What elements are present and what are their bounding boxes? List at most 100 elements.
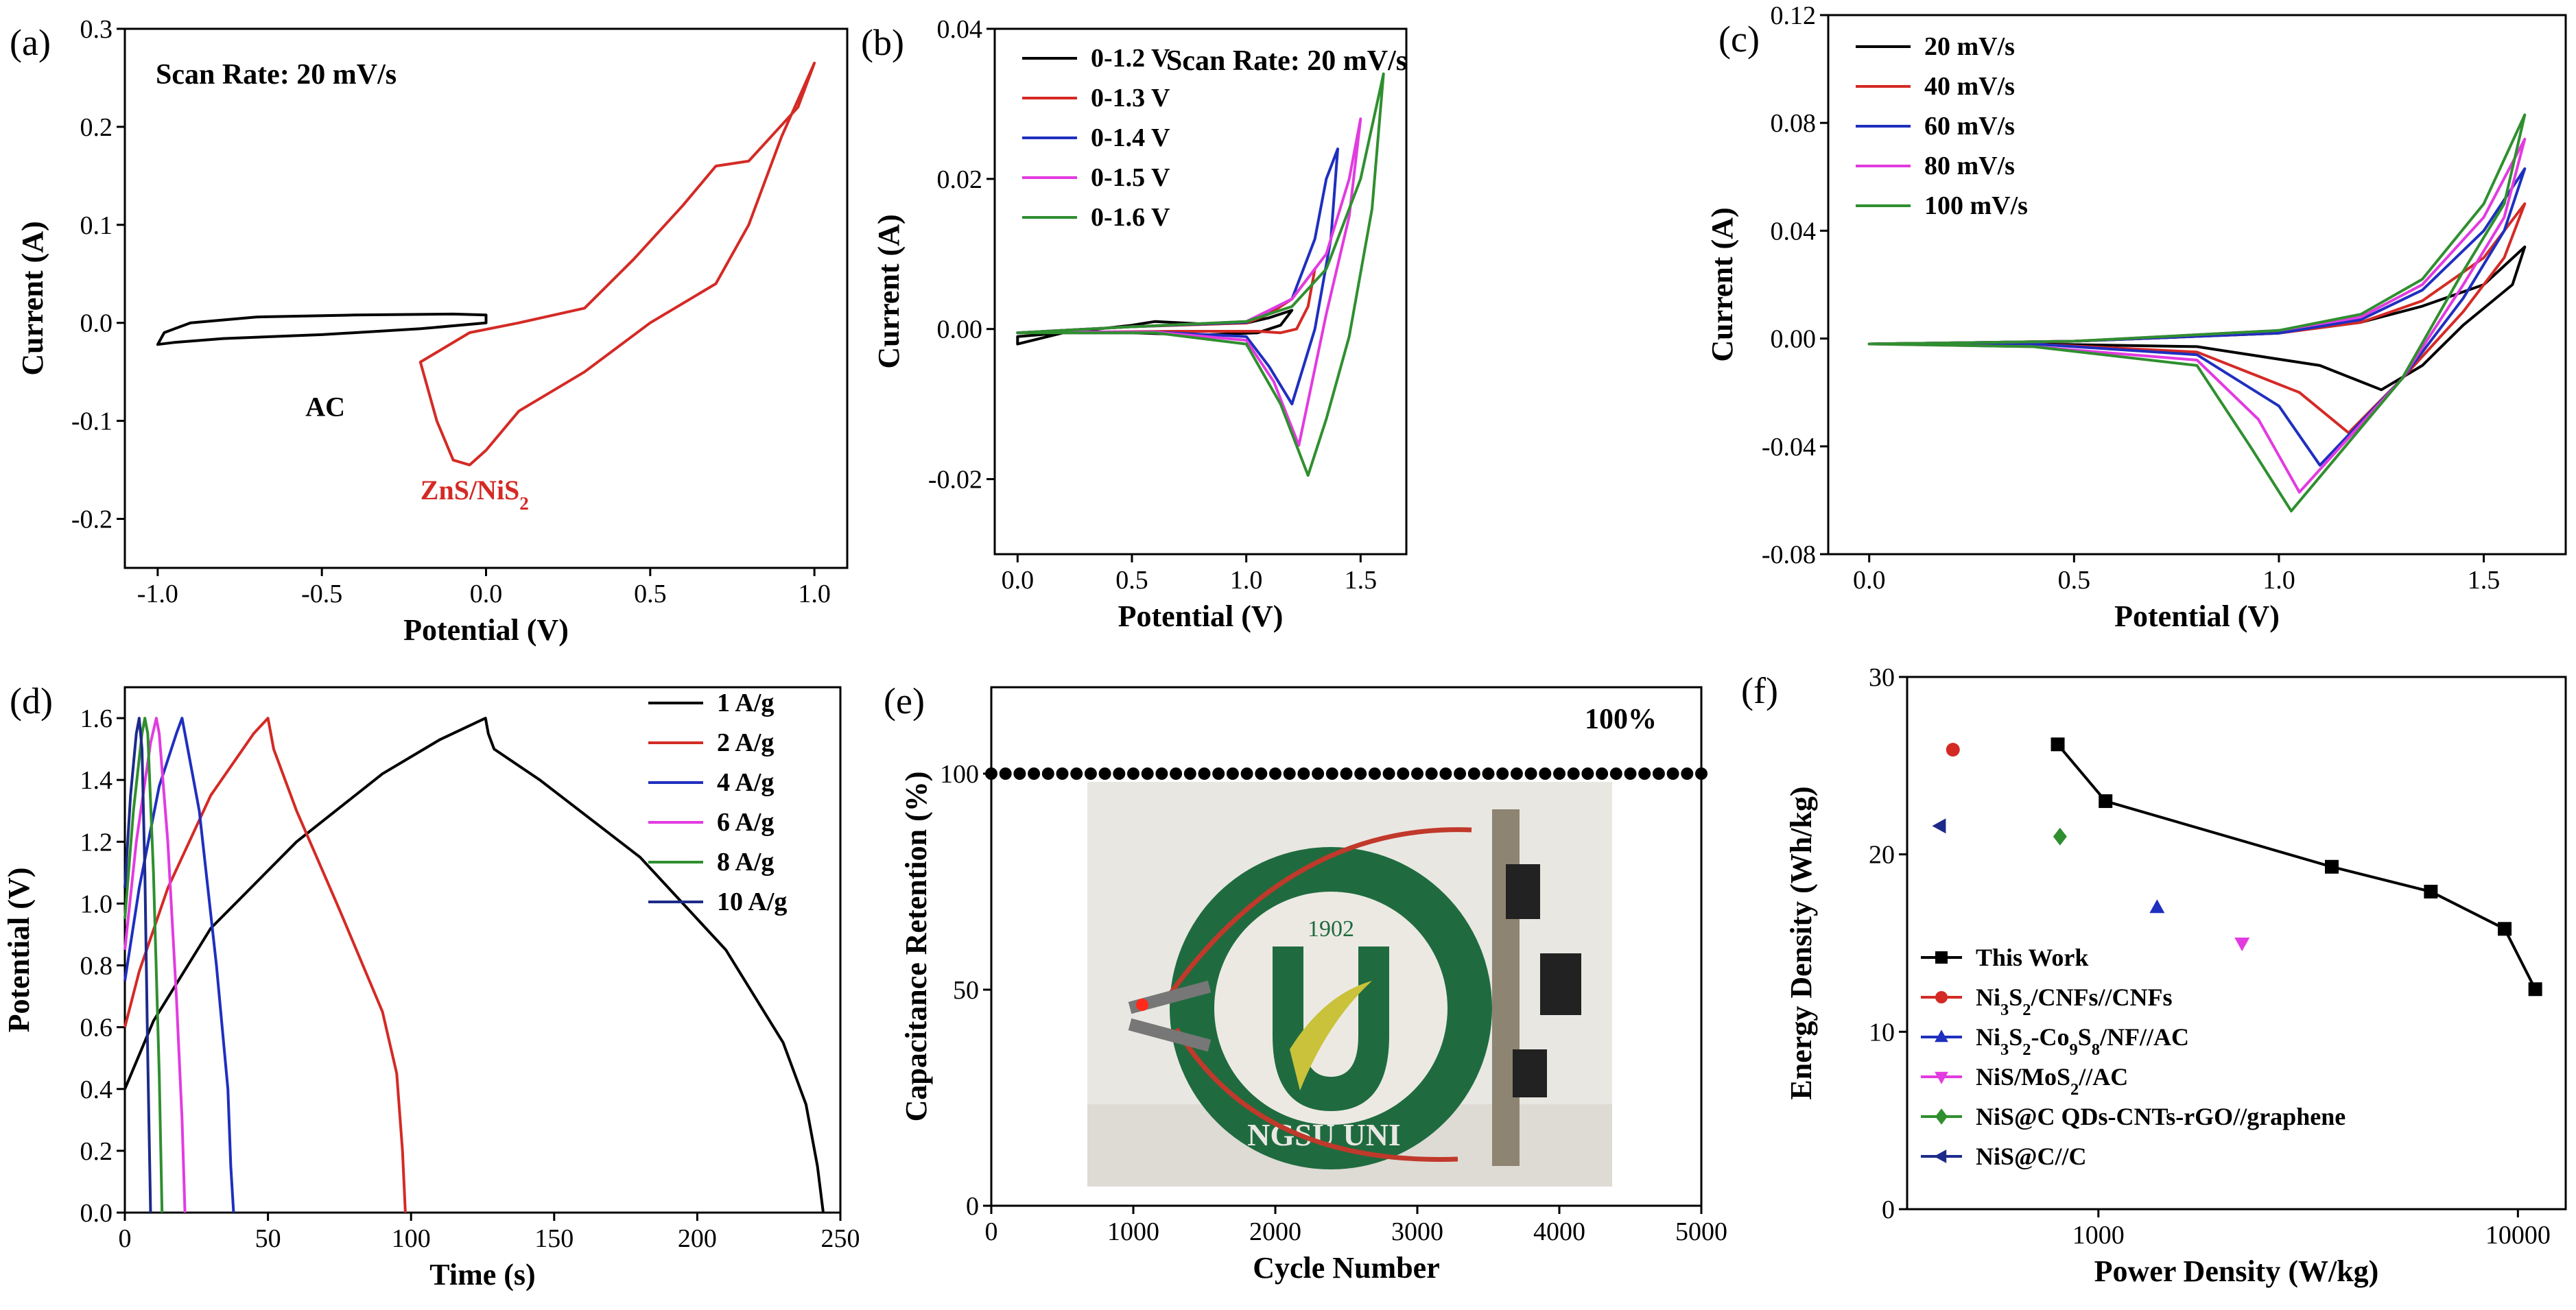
y-tick-label: 0.6 — [80, 1014, 113, 1043]
retention-point — [1297, 767, 1310, 780]
panel-a: -1.0 -0.5 0.0 0.5 1.0 -0.2 -0.1 0.0 0.1 0.2 0.3 Pot… — [10, 15, 849, 647]
retention-point — [1084, 767, 1097, 780]
y-tick-label: 0.0 — [80, 309, 113, 338]
retention-point — [1482, 767, 1495, 780]
legend: This Work Ni3S2/CNFs//CNFs Ni3S2-Co9S8/NF/… — [1921, 944, 2345, 1170]
retention-point — [1113, 767, 1126, 780]
binder-clip — [1506, 864, 1540, 919]
panel-f: 1000 10000 0 10 20 30 Power Density (W/kg) Ener… — [1741, 663, 2567, 1288]
annotation: 100% — [1585, 704, 1657, 735]
y-tick-label: -0.1 — [71, 407, 113, 436]
y-tick-label: 0.00 — [1771, 325, 1817, 354]
retention-point — [1312, 767, 1325, 780]
y-tick-label: 0.8 — [80, 952, 113, 981]
panel-c: 0.0 0.5 1.0 1.5 -0.08 -0.04 0.00 0.04 0.08 0.12 Po… — [1705, 1, 2567, 633]
x-axis-label: Cycle Number — [1253, 1251, 1440, 1285]
retention-point — [1567, 767, 1580, 780]
x-tick-label: -1.0 — [137, 580, 178, 608]
y-tick-label: 0.2 — [80, 113, 113, 142]
series-group — [1016, 72, 1385, 477]
series-line — [123, 717, 152, 1213]
retention-point — [1553, 767, 1565, 780]
y-tick-label: 0.4 — [80, 1075, 113, 1104]
legend-label: Ni3S2-Co9S8/NF//AC — [1976, 1023, 2189, 1059]
legend: 1 A/g 2 A/g 4 A/g 6 A/g 8 A/g 10 A/g — [648, 689, 787, 916]
y-tick-label: 1.2 — [80, 828, 113, 857]
panel-label: (d) — [10, 680, 53, 722]
retention-point — [1354, 767, 1367, 780]
legend-label: 0-1.5 V — [1091, 163, 1170, 192]
x-tick-label: 0.0 — [470, 580, 503, 608]
retention-point — [1170, 767, 1183, 780]
series-line — [418, 62, 816, 466]
retention-point — [1681, 767, 1694, 780]
series-line — [1016, 72, 1385, 477]
x-axis-label: Power Density (W/kg) — [2094, 1254, 2379, 1288]
axes-frame — [993, 27, 1408, 556]
x-tick-label: 1000 — [1107, 1217, 1159, 1246]
retention-point — [1056, 767, 1069, 780]
legend-label: 100 mV/s — [1924, 191, 2028, 220]
legend-label: 6 A/g — [717, 808, 774, 837]
panel-label: (c) — [1718, 19, 1760, 60]
retention-point — [1198, 767, 1211, 780]
panel-label: (a) — [10, 22, 51, 63]
retention-point — [1368, 767, 1381, 780]
retention-point — [1624, 767, 1637, 780]
panel-label: (e) — [884, 680, 925, 722]
binder-clip — [1540, 953, 1581, 1015]
y-tick-label: 1.0 — [80, 890, 113, 918]
x-axis-label: Potential (V) — [2114, 599, 2280, 633]
y-tick-label: -0.04 — [1762, 433, 1816, 462]
legend-label: 40 mV/s — [1924, 72, 2015, 101]
legend-label: 2 A/g — [717, 728, 774, 757]
x-tick-label: 5000 — [1675, 1217, 1727, 1246]
legend-label: Ni3S2/CNFs//CNFs — [1976, 984, 2173, 1019]
legend-label: 20 mV/s — [1924, 32, 2015, 61]
retention-point — [1070, 767, 1083, 780]
retention-point — [1283, 767, 1296, 780]
marker-square — [2099, 794, 2113, 809]
y-tick-label: 100 — [940, 760, 979, 789]
legend-label: 0-1.6 V — [1091, 203, 1170, 232]
x-tick-label: 0 — [985, 1217, 998, 1246]
axes-frame — [1827, 14, 2567, 556]
retention-point — [1028, 767, 1041, 780]
x-tick-label: 150 — [534, 1224, 574, 1253]
legend-label: 0-1.2 V — [1091, 44, 1170, 73]
legend: 20 mV/s 40 mV/s 60 mV/s 80 mV/s 100 mV/s — [1856, 32, 2028, 220]
x-tick-label: 4000 — [1533, 1217, 1585, 1246]
annotation: Scan Rate: 20 mV/s — [156, 59, 397, 91]
y-tick-label: 0.04 — [1771, 217, 1817, 246]
retention-point — [1439, 767, 1452, 780]
x-tick-label: 0.5 — [2058, 566, 2091, 595]
panel-label: (b) — [861, 22, 904, 63]
legend-label: 0-1.4 V — [1091, 123, 1170, 152]
series-group — [123, 717, 825, 1213]
binder-clip — [1513, 1049, 1547, 1097]
legend-label: NiS@C QDs-CNTs-rGO//graphene — [1976, 1103, 2345, 1130]
x-tick-label: 0.0 — [1002, 566, 1035, 595]
retention-point — [1609, 767, 1622, 780]
series-group — [1932, 737, 2542, 997]
retention-point — [1467, 767, 1480, 780]
marker-triangle-up — [1935, 1029, 1948, 1043]
marker-square — [2051, 737, 2065, 752]
y-tick-label: 0.02 — [937, 165, 983, 194]
red-wire — [1168, 827, 1472, 997]
y-tick-label: -0.2 — [71, 505, 113, 534]
annotation: Scan Rate: 20 mV/s — [1166, 45, 1407, 77]
retention-point — [1127, 767, 1139, 780]
marker-square — [2498, 922, 2512, 936]
retention-point — [1510, 767, 1523, 780]
y-tick-label: 0 — [966, 1192, 979, 1221]
retention-point — [1141, 767, 1154, 780]
y-tick-label: 0.12 — [1771, 1, 1817, 30]
legend-label: 1 A/g — [717, 689, 774, 717]
y-tick-label: 0.1 — [80, 211, 113, 240]
y-axis-label: Current (A) — [872, 214, 906, 368]
retention-point — [1098, 767, 1111, 780]
marker-square — [2528, 982, 2542, 997]
retention-point — [1269, 767, 1281, 780]
retention-point — [1340, 767, 1353, 780]
